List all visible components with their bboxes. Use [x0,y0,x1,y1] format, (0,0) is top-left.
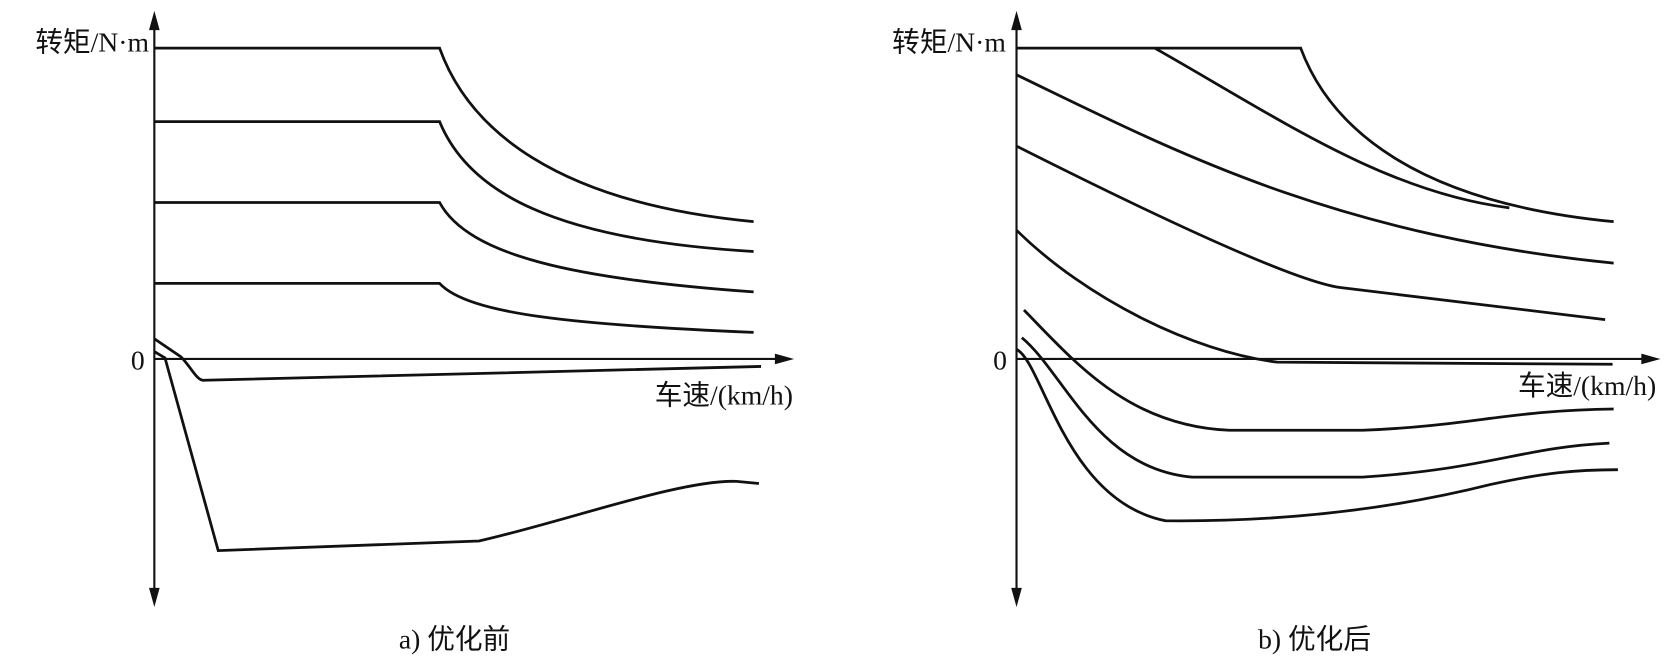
curve [1016,46,1614,224]
x-axis-label: 车速/(km/h) [655,380,793,411]
curve [154,120,754,253]
panel-a: 转矩/N·m 0 车速/(km/h) a) 优化前 [35,10,795,654]
curve [1015,229,1613,366]
x-axis-label: 车速/(km/h) [1518,370,1656,401]
curve [1022,309,1614,432]
arrow [149,587,160,607]
curve [1015,73,1614,265]
curve [154,46,754,224]
curve [154,282,754,334]
arrow [774,353,795,365]
origin-label: 0 [993,345,1007,376]
arrow [1641,353,1661,365]
y-axis-label: 转矩/N·m [35,26,149,57]
curve [1154,46,1510,210]
curve [1015,348,1618,523]
arrow [1011,10,1022,31]
curve [1015,144,1606,321]
panel-b: 转矩/N·m 0 车速/(km/h) b) 优化后 [892,10,1661,654]
origin-label: 0 [131,345,145,376]
caption: b) 优化后 [1258,623,1371,654]
curve [1020,336,1610,479]
caption: a) 优化前 [399,623,510,654]
curve [153,337,762,382]
arrow [1011,587,1022,607]
y-axis-label: 转矩/N·m [892,26,1006,57]
arrow [149,10,160,31]
curve [153,350,760,552]
curve [154,201,754,294]
